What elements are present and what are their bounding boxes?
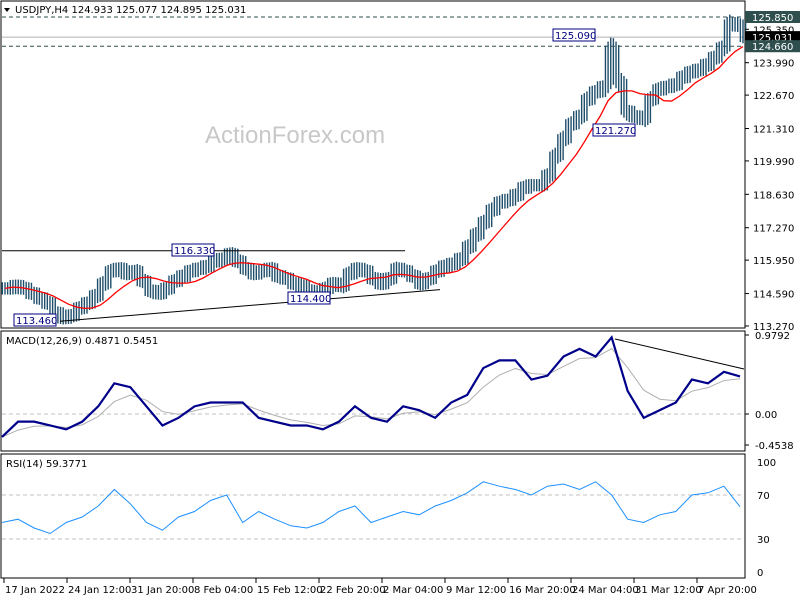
x-tick-label: 31 Mar 12:00 xyxy=(635,585,702,596)
rsi-y-label: 70 xyxy=(757,491,770,502)
y-tick-label: 119.990 xyxy=(753,157,794,168)
main-pane xyxy=(0,0,746,329)
price-tag-label: 125.850 xyxy=(752,13,793,24)
rsi-line xyxy=(1,481,741,535)
x-tick-label: 15 Feb 12:00 xyxy=(257,585,323,596)
y-tick-label: 117.270 xyxy=(753,224,794,235)
y-tick-label: 114.590 xyxy=(753,290,794,301)
moving-average-line xyxy=(4,45,744,310)
x-tick-label: 2 Mar 04:00 xyxy=(383,585,443,596)
price-tag xyxy=(745,31,800,44)
x-tick-label: 7 Apr 20:00 xyxy=(698,585,757,596)
price-tag-label: 124.660 xyxy=(752,42,793,53)
price-annotation: 125.090 xyxy=(555,31,596,42)
macd-y-label: 0.00 xyxy=(755,410,777,421)
macd-title: MACD(12,26,9) 0.4871 0.5451 xyxy=(6,336,158,347)
price-annotation: 113.460 xyxy=(16,316,57,327)
rsi-y-label: 30 xyxy=(757,535,770,546)
x-tick-label: 9 Mar 12:00 xyxy=(446,585,506,596)
macd-pane xyxy=(0,330,746,452)
collapse-triangle-icon[interactable] xyxy=(4,8,10,12)
y-tick-label: 113.270 xyxy=(753,322,794,333)
macd-y-label: 0.9792 xyxy=(755,331,790,342)
x-tick-label: 24 Mar 04:00 xyxy=(572,585,639,596)
y-tick-label: 115.950 xyxy=(753,256,794,267)
y-tick-label: 122.670 xyxy=(753,91,794,102)
price-annotation: 116.330 xyxy=(174,246,215,257)
price-annotation-box xyxy=(171,243,215,257)
price-annotation-box xyxy=(13,313,57,327)
rsi-y-label: 100 xyxy=(757,458,776,469)
x-tick-label: 24 Jan 12:00 xyxy=(68,585,131,596)
y-tick-label: 121.310 xyxy=(753,125,794,136)
x-tick-label: 22 Feb 20:00 xyxy=(320,585,386,596)
symbol-header: USDJPY,H4 124.933 125.077 124.895 125.03… xyxy=(15,5,246,16)
y-tick-label: 123.990 xyxy=(753,59,794,70)
macd-line xyxy=(1,335,741,438)
price-annotation-box xyxy=(287,291,331,305)
x-tick-label: 16 Mar 20:00 xyxy=(509,585,576,596)
support-trendline xyxy=(59,289,441,322)
x-tick-label: 17 Jan 2022 xyxy=(5,585,65,596)
price-tag-label: 125.031 xyxy=(752,33,793,44)
price-annotation-box xyxy=(592,123,636,137)
rsi-y-label: 0 xyxy=(757,568,763,579)
macd-y-label: -0.4538 xyxy=(755,441,794,452)
price-annotation: 121.270 xyxy=(595,126,636,137)
y-tick-label: 118.630 xyxy=(753,190,794,201)
rsi-pane xyxy=(0,453,746,579)
x-tick-label: 8 Feb 04:00 xyxy=(194,585,253,596)
watermark: ActionForex.com xyxy=(205,122,385,149)
x-tick-label: 31 Jan 20:00 xyxy=(131,585,194,596)
rsi-title: RSI(14) 59.3771 xyxy=(6,459,87,470)
price-annotation-box xyxy=(552,28,596,42)
y-tick-label: 125.350 xyxy=(753,25,794,36)
price-tag xyxy=(745,11,800,23)
price-tag xyxy=(745,40,800,53)
price-annotation: 114.400 xyxy=(290,294,331,305)
macd-divergence-line xyxy=(614,338,745,370)
